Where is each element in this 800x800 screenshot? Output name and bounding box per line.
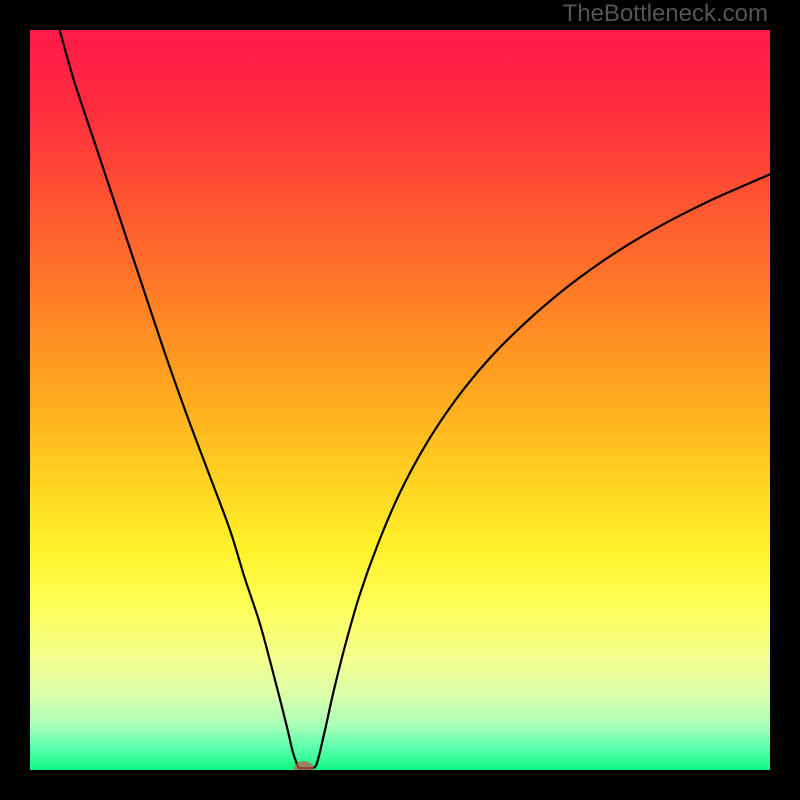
plot-svg (30, 30, 770, 770)
gradient-background (30, 30, 770, 770)
watermark-text: TheBottleneck.com (563, 0, 768, 28)
figure-root: TheBottleneck.com (0, 0, 800, 800)
border-right (770, 0, 800, 800)
border-bottom (0, 770, 800, 800)
border-left (0, 0, 30, 800)
plot-area (30, 30, 770, 770)
